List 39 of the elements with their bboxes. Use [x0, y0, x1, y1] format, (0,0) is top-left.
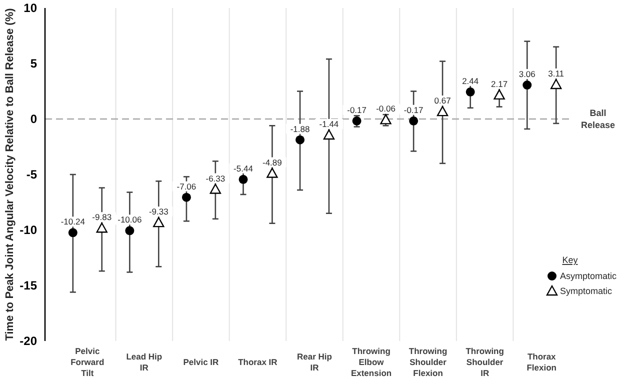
data-label: -1.88 — [290, 124, 310, 134]
data-label: -0.06 — [376, 104, 396, 114]
legend-label: Asymptomatic — [560, 271, 618, 281]
x-tick-label: Throwing Shoulder Flexion — [408, 346, 448, 378]
data-label: -0.17 — [347, 104, 367, 115]
x-tick-label: Throwing Shoulder IR — [466, 346, 504, 378]
data-label: 2.17 — [491, 78, 508, 89]
y-tick-label: -10 — [20, 223, 38, 237]
data-label: -0.17 — [404, 104, 424, 115]
y-tick-label: 0 — [30, 112, 38, 126]
ref-line-label: Ball Release — [580, 108, 616, 130]
legend-label: Symptomatic — [560, 286, 613, 296]
y-tick-label: -20 — [20, 334, 38, 348]
data-label: -6.33 — [206, 173, 226, 184]
x-tick-label: Pelvic Forward Tilt — [70, 346, 104, 378]
data-label: -4.89 — [262, 157, 282, 168]
data-label: 3.06 — [518, 69, 536, 80]
data-label: -10.06 — [118, 214, 142, 225]
x-tick-label: Throwing Elbow Extension — [350, 346, 392, 378]
y-tick-label: -5 — [26, 168, 38, 182]
data-label: -5.44 — [234, 163, 254, 174]
y-tick-label: -15 — [20, 278, 38, 292]
data-label: -9.33 — [148, 206, 169, 217]
data-label: 0.67 — [434, 96, 452, 106]
data-label: 2.44 — [462, 76, 479, 86]
data-label: -7.06 — [176, 181, 196, 192]
y-tick-label: 5 — [30, 56, 38, 70]
data-label: -9.83 — [92, 212, 112, 222]
x-tick-label: Rear Hip IR — [297, 352, 332, 372]
data-label: -10.24 — [60, 216, 86, 227]
data-label: -1.44 — [319, 118, 339, 129]
legend-title: Key — [562, 255, 578, 265]
y-axis-title: Time to Peak Joint Angular Velocity Relative to Ball Release (%) — [4, 8, 16, 341]
data-label: 3.11 — [548, 68, 564, 78]
x-tick-label: Pelvic IR — [183, 357, 219, 367]
y-tick-label: 10 — [24, 1, 38, 15]
x-tick-label: Lead Hip IR — [126, 352, 162, 372]
x-tick-label: Thorax Flexion — [526, 352, 556, 372]
x-tick-label: Thorax IR — [238, 357, 278, 367]
